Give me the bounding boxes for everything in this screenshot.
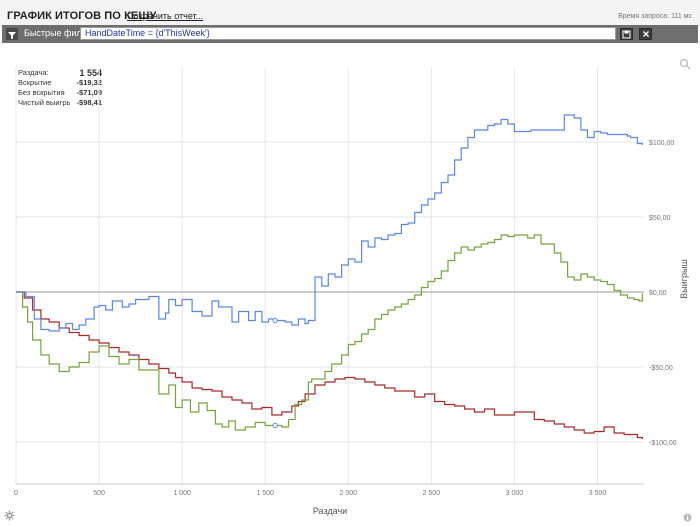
series-line-1 <box>16 234 643 431</box>
x-tick-label: 0 <box>14 490 18 497</box>
y-axis-label: Выигрыш <box>679 259 689 298</box>
quick-filter-bar: Быстрые фильт HandDateTime = {d'ThisWeek… <box>2 25 698 43</box>
series-line-2 <box>16 291 643 439</box>
stat-label: Без вскрытия <box>18 88 65 97</box>
stat-row-hands: Раздача: 1 554 <box>18 68 102 78</box>
filter-clear-button[interactable] <box>639 28 652 40</box>
x-tick-label: 3 000 <box>506 490 524 497</box>
y-tick-label: -$100,00 <box>649 440 677 447</box>
save-report-link[interactable]: Сохранить отчет... <box>127 11 204 21</box>
stat-row-showdown: Вскрытие -$19,32 <box>18 78 102 88</box>
report-title: ГРАФИК ИТОГОВ ПО КЕШУ <box>7 10 157 22</box>
quick-filter-input[interactable]: HandDateTime = {d'ThisWeek'} <box>80 27 616 40</box>
quick-filter-label: Быстрые фильт <box>24 28 80 38</box>
stat-value: -$19,32 <box>76 78 102 87</box>
stat-value: -$98,41 <box>76 98 102 107</box>
y-tick-label: $100,00 <box>649 140 674 147</box>
x-axis-label: Раздачи <box>313 506 347 516</box>
x-tick-label: 3 500 <box>589 490 607 497</box>
x-tick-label: 1 000 <box>173 490 191 497</box>
selection-marker <box>272 317 278 324</box>
series-line-0 <box>16 114 643 332</box>
filter-icon[interactable] <box>6 28 18 40</box>
filter-save-button[interactable] <box>620 28 633 40</box>
stat-row-non-showdown: Без вскрытия -$71,09 <box>18 88 102 98</box>
stat-row-net-won: Чистый выигрыш -$98,41 <box>18 98 102 108</box>
stats-panel: Раздача: 1 554 Вскрытие -$19,32 Без вскр… <box>18 68 102 108</box>
stat-label: Вскрытие <box>18 78 52 87</box>
stat-label: Чистый выигрыш <box>18 98 70 107</box>
report-header: ГРАФИК ИТОГОВ ПО КЕШУ Сохранить отчет...… <box>0 0 700 27</box>
query-time-text: Время запроса: 111 мс <box>618 13 692 20</box>
stat-label: Раздача: <box>18 68 49 77</box>
stat-value: 1 554 <box>79 68 102 78</box>
zoom-icon[interactable] <box>679 57 691 75</box>
x-tick-label: 2 000 <box>340 490 358 497</box>
stat-value: -$71,09 <box>76 88 102 97</box>
close-icon <box>642 31 649 37</box>
floppy-icon <box>622 30 631 39</box>
selection-marker <box>272 422 278 429</box>
y-tick-label: $50,00 <box>649 215 671 222</box>
x-tick-label: 500 <box>93 490 105 497</box>
x-tick-label: 1 500 <box>256 490 274 497</box>
gear-icon[interactable] <box>4 508 15 526</box>
y-tick-label: $0,00 <box>649 290 667 297</box>
x-tick-label: 2 500 <box>423 490 441 497</box>
info-icon[interactable] <box>683 509 692 527</box>
y-tick-label: -$50,00 <box>649 365 673 372</box>
